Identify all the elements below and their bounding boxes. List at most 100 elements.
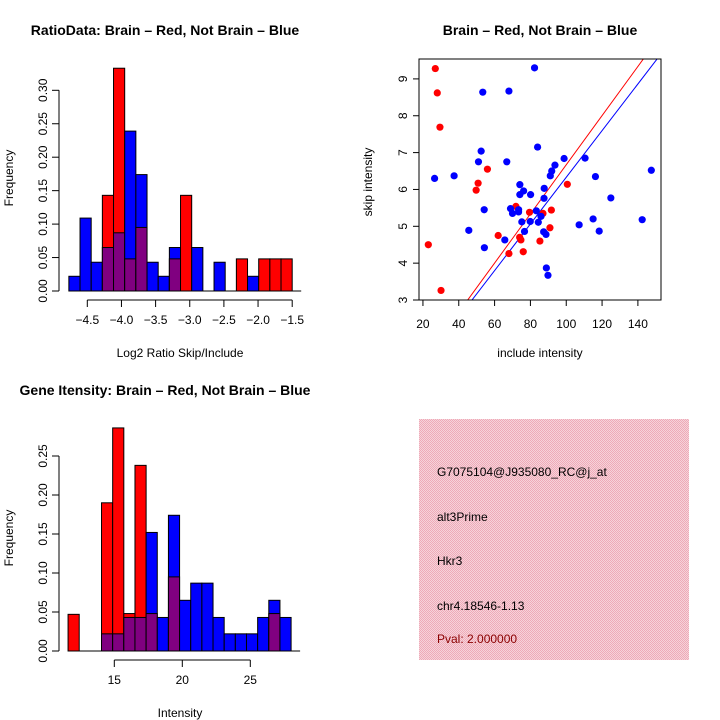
brain-point	[436, 123, 444, 131]
scatter-xlabel: include intensity	[497, 346, 582, 360]
y-tick-label: 0.05	[36, 600, 50, 624]
not-brain-point	[537, 212, 545, 220]
y-tick-label: 6	[396, 186, 410, 193]
overlap-bar	[134, 616, 147, 652]
not-brain-bar	[157, 275, 170, 292]
not-brain-bar	[191, 247, 204, 292]
brain-point	[519, 248, 527, 256]
brain-point	[433, 89, 441, 97]
ratio-histogram-title: RatioData: Brain – Red, Not Brain – Blue	[31, 22, 300, 38]
x-tick-label: 15	[108, 673, 122, 687]
not-brain-point	[534, 218, 542, 226]
not-brain-point	[501, 236, 509, 244]
not-brain-point	[533, 143, 542, 151]
x-tick-label: 20	[176, 673, 190, 687]
brain-bar	[101, 502, 114, 652]
y-tick-label: 0.05	[36, 246, 50, 270]
not-brain-point	[638, 216, 646, 224]
y-tick-label: 0.20	[36, 483, 50, 507]
x-tick-label: −2.5	[212, 313, 236, 327]
x-tick-label: 40	[452, 317, 466, 331]
not-brain-bar	[212, 616, 225, 652]
scatter-ylabel: skip intensity	[361, 148, 375, 217]
brain-bar	[235, 258, 249, 292]
brain-point	[424, 241, 432, 249]
probe-id: G7075104@J935080_RC@j_at	[437, 465, 607, 479]
x-tick-label: 120	[592, 317, 612, 331]
overlap-bar	[113, 232, 126, 292]
y-tick-label: 0.00	[36, 639, 50, 663]
not-brain-point	[544, 271, 552, 279]
y-tick-label: 0.30	[36, 78, 50, 102]
not-brain-point	[505, 87, 513, 95]
not-brain-bar	[279, 616, 292, 652]
not-brain-point	[477, 147, 485, 155]
not-brain-point	[542, 264, 550, 272]
ratio-histogram-panel: RatioData: Brain – Red, Not Brain – Blue…	[2, 22, 304, 360]
brain-point	[525, 208, 534, 216]
not-brain-point	[607, 194, 615, 202]
overlap-bar	[145, 613, 158, 652]
brain-bar	[180, 194, 193, 292]
not-brain-point	[530, 64, 539, 72]
not-brain-point	[575, 221, 583, 229]
not-brain-bar	[68, 275, 81, 292]
x-tick-label: 25	[244, 673, 258, 687]
not-brain-point	[514, 208, 523, 216]
ratio-histogram-xlabel: Log2 Ratio Skip/Include	[117, 346, 244, 360]
plot-box	[418, 58, 662, 301]
overlap-bar	[268, 613, 281, 652]
y-tick-label: 0.10	[36, 212, 50, 236]
overlap-bar	[135, 226, 148, 292]
not-brain-point	[518, 218, 526, 226]
overlap-bar	[167, 576, 181, 652]
overlap-bar	[112, 633, 125, 652]
not-brain-point	[540, 184, 548, 192]
chromosome-location: chr4.18546-1.13	[437, 599, 525, 613]
not-brain-point	[647, 166, 655, 174]
overlap-bar	[101, 633, 114, 652]
brain-fit-line	[467, 59, 644, 300]
brain-bar	[258, 258, 271, 292]
x-tick-label: −3.5	[144, 313, 168, 327]
not-brain-bar	[146, 261, 159, 292]
info-background	[419, 419, 689, 660]
y-tick-label: 0.20	[36, 145, 50, 169]
overlap-bar	[168, 258, 182, 292]
y-tick-label: 4	[396, 259, 410, 266]
not-brain-point	[546, 172, 554, 180]
not-brain-point	[516, 181, 524, 189]
y-tick-label: 0.00	[36, 279, 50, 303]
brain-point	[563, 180, 571, 188]
not-brain-bar	[257, 616, 270, 652]
y-tick-label: 8	[396, 112, 410, 119]
not-brain-bar	[90, 261, 103, 292]
overlap-bar	[101, 247, 115, 292]
scatter-marks: 20 40 60 80 100 120 140 3 4 5 6 7 8 9	[396, 58, 662, 331]
intensity-histogram-panel: Gene Itensity: Brain – Red, Not Brain – …	[2, 382, 311, 720]
not-brain-point	[581, 154, 589, 162]
brain-point	[546, 224, 554, 232]
not-brain-bar	[223, 633, 236, 652]
not-brain-point	[516, 191, 524, 199]
brain-point	[431, 64, 439, 73]
not-brain-point	[542, 230, 550, 239]
not-brain-point	[595, 227, 603, 235]
x-tick-label: −4.5	[75, 313, 99, 327]
y-tick-label: 0.25	[36, 112, 50, 136]
not-brain-point	[430, 174, 439, 182]
not-brain-bar	[247, 275, 260, 292]
event-type: alt3Prime	[437, 510, 488, 524]
x-tick-label: −4.0	[110, 313, 134, 327]
scatter-title: Brain – Red, Not Brain – Blue	[443, 22, 638, 38]
x-tick-label: 60	[488, 317, 502, 331]
not-brain-point	[480, 206, 488, 214]
not-brain-point	[526, 191, 535, 199]
not-brain-bar	[179, 599, 192, 652]
brain-bar	[67, 613, 80, 652]
not-brain-point	[589, 215, 597, 223]
brain-point	[472, 186, 480, 194]
y-tick-label: 0.15	[36, 179, 50, 203]
brain-point	[517, 236, 525, 244]
